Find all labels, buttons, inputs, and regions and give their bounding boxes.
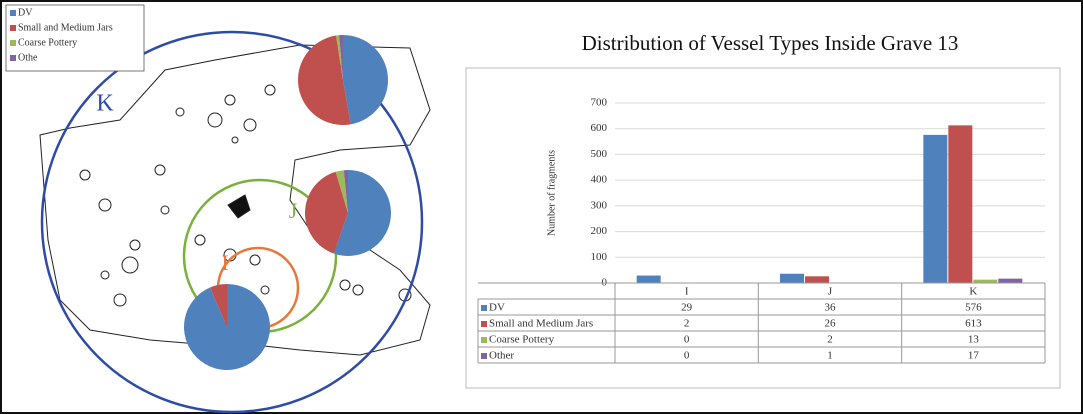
pie-slice (339, 35, 343, 80)
bar (636, 275, 661, 283)
legend-swatch (481, 305, 487, 311)
x-tick-label: K (969, 286, 977, 298)
y-axis-label: Number of fragments (546, 150, 557, 236)
x-tick-label: I (685, 286, 689, 298)
legend-swatch (10, 40, 16, 46)
y-tick-label: 600 (591, 122, 608, 134)
table-value: 576 (965, 302, 982, 314)
legend-swatch (10, 10, 16, 16)
legend-label: Coarse Pottery (489, 334, 555, 346)
area-label: K (96, 91, 114, 117)
chart-title: Distribution of Vessel Types Inside Grav… (582, 31, 959, 55)
legend-swatch (481, 337, 487, 343)
table-value: 613 (965, 318, 982, 330)
table-value: 29 (681, 302, 693, 314)
table-value: 2 (827, 334, 833, 346)
legend-label: DV (18, 7, 33, 18)
legend-swatch (481, 321, 487, 327)
y-tick-label: 200 (591, 225, 608, 237)
table-value: 26 (825, 318, 837, 330)
pie-slice (305, 171, 348, 254)
pie-slice (333, 170, 392, 257)
legend-label: Small and Medium Jars (18, 22, 113, 33)
x-tick-label: J (828, 286, 833, 298)
table-value: 13 (968, 334, 980, 346)
y-tick-label: 400 (591, 174, 608, 186)
y-tick-label: 500 (591, 148, 608, 160)
table-value: 36 (825, 302, 837, 314)
legend-label: Othe (18, 52, 38, 63)
legend-label: Other (489, 350, 514, 362)
legend-label: Small and Medium Jars (489, 318, 593, 330)
bar (973, 279, 998, 283)
legend-label: Coarse Pottery (18, 37, 77, 48)
legend-swatch (10, 25, 16, 31)
map-legend-box (5, 4, 145, 72)
pie-slice (297, 35, 351, 126)
pie-slice (343, 35, 388, 125)
pie-slice (210, 284, 227, 327)
y-tick-label: 300 (591, 199, 608, 211)
pie-slice (335, 170, 348, 213)
bar (948, 125, 973, 283)
bar (780, 273, 804, 283)
bar (923, 134, 948, 283)
pie-slice (336, 35, 343, 80)
table-value: 2 (684, 318, 690, 330)
pie-slice (343, 170, 348, 213)
legend-swatch (10, 55, 16, 61)
table-value: 17 (968, 350, 980, 362)
y-tick-label: 700 (591, 97, 608, 109)
bar (998, 278, 1023, 283)
table-value: 0 (684, 350, 690, 362)
area-label: J (289, 198, 298, 223)
table-value: 1 (827, 350, 833, 362)
y-tick-label: 100 (591, 251, 608, 263)
bar (805, 276, 829, 283)
legend-label: DV (489, 302, 505, 314)
legend-swatch (481, 353, 487, 359)
area-circle (40, 30, 424, 414)
area-label: I (221, 250, 228, 275)
table-value: 0 (684, 334, 690, 346)
